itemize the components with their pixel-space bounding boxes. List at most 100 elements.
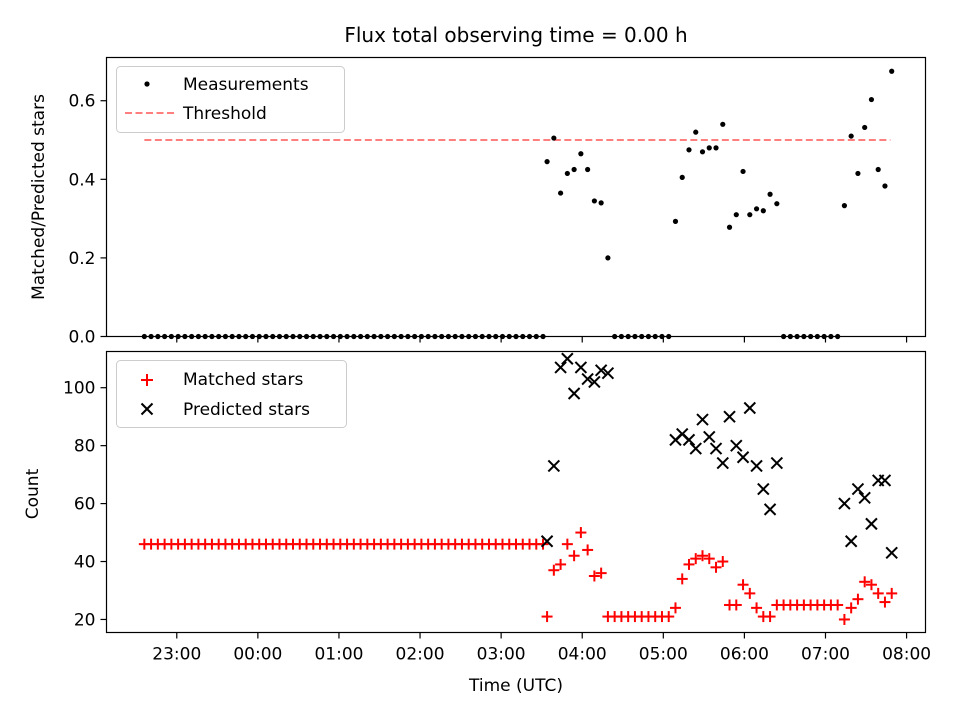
y-tick-label: 40: [74, 553, 96, 573]
x-tick-label: 04:00: [558, 645, 607, 665]
predicted-star-stroke: [696, 413, 709, 426]
predicted-star-point: [703, 430, 716, 444]
measurement-point: [598, 200, 604, 206]
predicted-star-stroke: [858, 491, 871, 505]
matched-star-point: [764, 611, 776, 623]
matched-star-point: [879, 596, 891, 608]
x-tick-label: 03:00: [477, 645, 526, 665]
predicted-star-point: [709, 442, 723, 455]
measurement-point: [605, 255, 611, 261]
predicted-star-point: [885, 546, 898, 560]
matched-star-point: [548, 564, 560, 576]
predicted-star-point: [581, 372, 594, 386]
predicted-star-point: [682, 433, 696, 447]
predicted-star-point: [844, 535, 858, 548]
predicted-star-point: [851, 482, 865, 496]
predicted-star-point: [567, 387, 581, 400]
measurement-point: [551, 135, 557, 141]
predicted-star-point: [743, 401, 757, 415]
predicted-star-point: [554, 361, 567, 374]
predicted-star-point: [770, 456, 784, 470]
matched-star-point: [568, 550, 580, 562]
bottom-panel: 20 40 60 80 100 23:00 00:00 01:00 02:00 03:00 04:…: [23, 350, 931, 696]
predicted-star-point: [561, 352, 574, 365]
predicted-star-stroke: [844, 535, 858, 548]
predicted-star-stroke: [689, 442, 702, 455]
predicted-star-stroke: [736, 451, 750, 464]
predicted-star-stroke: [581, 372, 594, 386]
matched-star-point: [852, 593, 864, 605]
legend-matched-marker: [141, 374, 153, 386]
measurement-point: [699, 149, 706, 155]
predicted-star-stroke: [730, 439, 743, 452]
matched-star-point: [697, 550, 709, 562]
matched-star-point: [690, 553, 702, 565]
x-tick-label: 08:00: [882, 645, 931, 665]
top-y-axis-label: Matched/Predicted stars: [29, 94, 49, 300]
bottom-axes-frame: [105, 350, 927, 634]
predicted-star-point: [547, 459, 561, 473]
legend-matched-label: Matched stars: [183, 370, 303, 390]
measurement-point: [767, 191, 773, 197]
predicted-star-stroke: [885, 546, 898, 560]
y-tick-label: 20: [74, 610, 96, 630]
top-axes-frame: [105, 56, 927, 338]
predicted-star-point: [865, 517, 878, 531]
x-tick-label: 05:00: [639, 645, 688, 665]
measurement-point: [882, 183, 888, 189]
measurement-point: [591, 198, 597, 204]
predicted-star-stroke: [561, 352, 574, 365]
predicted-star-stroke: [601, 367, 615, 380]
predicted-star-point: [736, 451, 750, 464]
y-tick-label: 0.0: [68, 328, 95, 348]
predicted-star-point: [750, 459, 763, 473]
x-tick-label: 02:00: [396, 645, 445, 665]
predicted-star-point: [838, 497, 851, 510]
predicted-star-stroke: [770, 456, 784, 470]
matched-star-point: [710, 561, 722, 573]
measurement-point: [564, 170, 570, 177]
top-y-ticks: 0.0 0.2 0.4 0.6: [68, 92, 107, 348]
predicted-star-point: [689, 442, 702, 455]
predicted-star-stroke: [554, 361, 567, 374]
predicted-star-stroke: [838, 497, 851, 510]
matched-star-point: [886, 587, 898, 599]
matched-star-point: [859, 576, 871, 588]
matched-star-point: [703, 553, 715, 565]
matched-star-point: [845, 602, 857, 614]
legend-measurements-marker: [144, 81, 150, 87]
bottom-legend-box: [116, 360, 347, 428]
predicted-star-point: [723, 410, 736, 423]
measurement-point: [855, 170, 861, 177]
measurement-point: [544, 159, 550, 165]
measurement-point: [557, 190, 564, 196]
matched-star-point: [676, 573, 688, 585]
measurement-point: [571, 166, 577, 173]
measurement-point: [875, 166, 881, 173]
matched-star-point: [575, 527, 587, 539]
measurement-point: [578, 151, 584, 157]
x-tick-label: 07:00: [801, 645, 850, 665]
matched-star-point: [717, 556, 729, 568]
predicted-star-stroke: [682, 433, 696, 447]
top-legend: Measurements Threshold: [116, 66, 345, 133]
matched-star-point: [744, 587, 756, 599]
matched-star-point: [595, 567, 607, 579]
x-tick-label: 23:00: [152, 645, 201, 665]
predicted-star-point: [696, 413, 709, 426]
measurement-point: [753, 206, 760, 212]
bottom-data-layer: [138, 352, 898, 625]
bottom-x-ticks: 23:00 00:00 01:00 02:00 03:00 04:00 05:00 06:00…: [152, 632, 931, 665]
y-tick-label: 0.4: [68, 170, 95, 190]
bottom-y-axis-label: Count: [23, 468, 43, 519]
y-tick-label: 100: [63, 379, 95, 399]
x-axis-label: Time (UTC): [468, 676, 563, 696]
x-tick-label: 00:00: [233, 645, 282, 665]
predicted-star-stroke: [547, 459, 561, 473]
measurement-point: [747, 212, 753, 218]
predicted-star-stroke: [567, 387, 581, 400]
measurement-point: [706, 145, 712, 151]
predicted-star-stroke: [763, 503, 777, 516]
predicted-star-stroke: [594, 364, 608, 377]
